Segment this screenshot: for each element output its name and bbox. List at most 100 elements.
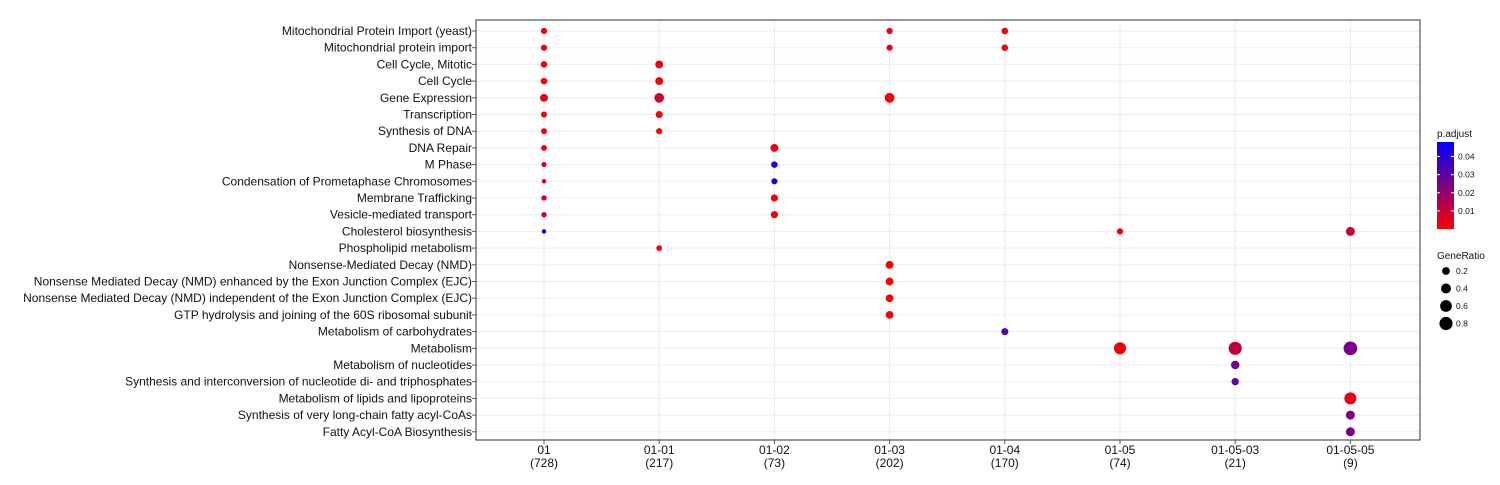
- y-tick-label: Fatty Acyl-CoA Biosynthesis: [323, 425, 472, 439]
- data-point: [885, 260, 894, 269]
- x-tick-label: 01: [537, 443, 551, 457]
- data-point: [1231, 378, 1239, 386]
- legend-size-label: 0.6: [1456, 301, 1468, 311]
- y-tick-label: Cholesterol biosynthesis: [342, 224, 472, 238]
- plot-panel-border: [475, 19, 1421, 441]
- y-tick-label: Metabolism of lipids and lipoproteins: [279, 391, 472, 405]
- y-tick-label: Phospholipid metabolism: [339, 241, 472, 255]
- y-tick-label: Metabolism of carbohydrates: [318, 325, 472, 339]
- x-tick-label: 01-03: [874, 443, 905, 457]
- data-point: [541, 128, 547, 135]
- data-point: [1113, 342, 1127, 355]
- y-tick-label: Cell Cycle, Mitotic: [377, 57, 472, 71]
- data-point: [655, 60, 664, 69]
- data-point: [1343, 341, 1358, 356]
- legend-size-label: 0.4: [1456, 284, 1468, 294]
- legend-p-adjust-colorbar: [1437, 142, 1454, 229]
- y-tick-label: Mitochondrial Protein Import (yeast): [282, 24, 472, 38]
- x-tick-count-label: (74): [1109, 456, 1130, 470]
- data-point: [1001, 328, 1009, 336]
- data-point: [540, 44, 548, 51]
- y-tick-label: Metabolism of nucleotides: [333, 358, 472, 372]
- data-point: [541, 145, 547, 151]
- data-point: [540, 77, 548, 85]
- data-point: [655, 77, 664, 86]
- y-tick-label: Nonsense Mediated Decay (NMD) enhanced b…: [34, 275, 472, 289]
- data-point: [541, 111, 547, 118]
- data-point: [1345, 410, 1355, 420]
- data-point: [656, 245, 663, 252]
- data-point: [655, 110, 663, 119]
- data-point: [886, 27, 893, 35]
- legend-gene-ratio-title: GeneRatio: [1437, 251, 1485, 262]
- data-point: [541, 179, 547, 184]
- x-tick-label: 01-05: [1105, 443, 1136, 457]
- data-point: [541, 229, 547, 234]
- legend-colorbar-label: 0.01: [1458, 206, 1475, 216]
- data-point: [885, 311, 894, 319]
- data-point: [770, 143, 779, 152]
- data-point: [1231, 360, 1240, 370]
- legend-p-adjust-title: p.adjust: [1437, 129, 1472, 140]
- legend-size-label: 0.8: [1456, 319, 1468, 329]
- data-points: [540, 27, 1358, 437]
- x-tick-count-label: (73): [764, 456, 785, 470]
- y-tick-label: Mitochondrial protein import: [324, 41, 473, 55]
- legend-size-dot: [1441, 283, 1451, 294]
- x-axis: 01(728) 01-01(217) 01-02(73) 01-03(202) 01-0…: [530, 440, 1375, 470]
- y-tick-label: Nonsense-Mediated Decay (NMD): [289, 258, 472, 272]
- data-point: [885, 294, 894, 303]
- data-point: [1001, 27, 1009, 35]
- data-point: [886, 44, 893, 51]
- data-point: [541, 212, 547, 218]
- x-tick-label: 01-05-05: [1326, 443, 1374, 457]
- x-tick-count-label: (9): [1343, 456, 1358, 470]
- x-tick-label: 01-02: [759, 443, 790, 457]
- data-point: [771, 178, 778, 185]
- data-point: [770, 194, 779, 202]
- x-tick-label: 01-04: [989, 443, 1020, 457]
- legend-gene-ratio: GeneRatio 0.2 0.4 0.6 0.8: [1437, 251, 1485, 331]
- legend-colorbar-label: 0.04: [1458, 152, 1475, 162]
- data-point: [540, 93, 548, 102]
- y-tick-label: Synthesis of very long-chain fatty acyl-…: [238, 408, 472, 422]
- y-tick-label: Transcription: [403, 108, 472, 122]
- x-tick-count-label: (21): [1225, 456, 1246, 470]
- legend-size-dot: [1442, 267, 1450, 275]
- x-tick-count-label: (202): [876, 456, 904, 470]
- legend-size-dot: [1439, 316, 1453, 331]
- y-tick-label: Metabolism: [411, 341, 472, 355]
- y-tick-label: Synthesis and interconversion of nucleot…: [125, 375, 472, 389]
- x-tick-count-label: (217): [645, 456, 673, 470]
- y-tick-label: Cell Cycle: [418, 74, 472, 88]
- data-point: [1116, 228, 1124, 235]
- data-point: [540, 61, 548, 68]
- x-tick-label: 01-05-03: [1211, 443, 1259, 457]
- legend-p-adjust: p.adjust 0.04 0.03 0.02 0.01: [1437, 129, 1475, 229]
- data-point: [1344, 392, 1357, 405]
- y-tick-label: Condensation of Prometaphase Chromosomes: [222, 174, 472, 188]
- legend-size-label: 0.2: [1456, 266, 1468, 276]
- x-tick-label: 01-01: [644, 443, 675, 457]
- y-tick-label: Synthesis of DNA: [378, 124, 472, 138]
- legend-colorbar-label: 0.02: [1458, 188, 1475, 198]
- y-tick-label: Gene Expression: [380, 91, 472, 105]
- y-axis: Mitochondrial Protein Import (yeast) Mito…: [23, 24, 476, 439]
- data-point: [541, 195, 547, 201]
- data-point: [1001, 44, 1009, 51]
- data-point: [656, 128, 663, 135]
- y-tick-label: Vesicle-mediated transport: [330, 208, 473, 222]
- x-tick-count-label: (170): [991, 456, 1019, 470]
- y-tick-label: Membrane Trafficking: [357, 191, 472, 205]
- data-point: [1345, 226, 1355, 236]
- data-point: [541, 162, 547, 168]
- y-tick-label: DNA Repair: [409, 141, 472, 155]
- data-point: [884, 92, 895, 103]
- x-tick-count-label: (728): [530, 456, 558, 470]
- grid-lines: [476, 20, 1420, 440]
- data-point: [1228, 341, 1242, 355]
- data-point: [540, 27, 548, 35]
- data-point: [885, 277, 894, 286]
- y-tick-label: M Phase: [425, 158, 473, 172]
